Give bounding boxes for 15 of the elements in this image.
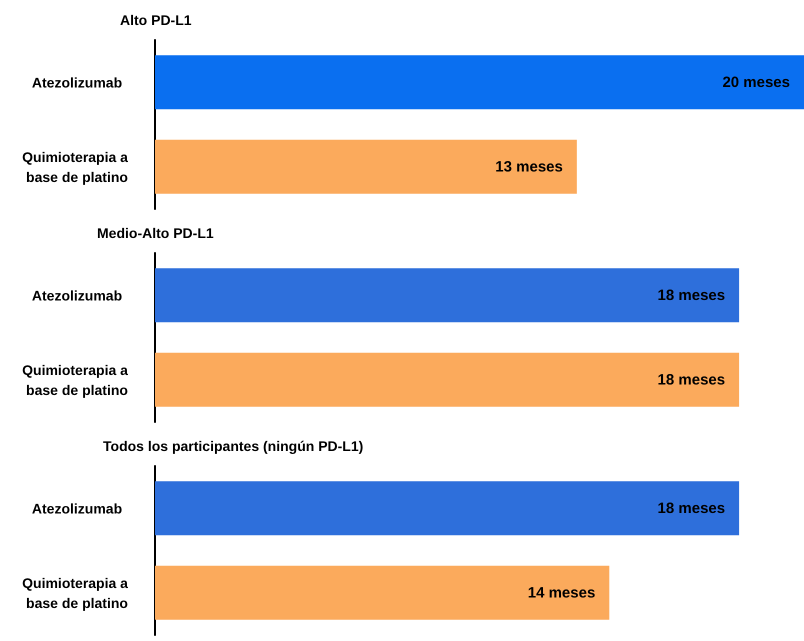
data-label: 18 meses bbox=[658, 500, 726, 517]
data-label: 20 meses bbox=[722, 74, 790, 91]
data-label: 14 meses bbox=[528, 584, 596, 602]
data-label: 13 meses bbox=[495, 158, 563, 176]
y-tick-label: Atezolizumab bbox=[32, 287, 122, 304]
y-tick-label: Quimioterapia a base de platino bbox=[22, 574, 132, 611]
chart-title: Todos los participantes (ningún PD-L1) bbox=[103, 438, 364, 454]
y-tick-label: Quimioterapia a base de platino bbox=[22, 148, 132, 185]
data-label: 18 meses bbox=[658, 371, 726, 388]
y-tick-label: Quimioterapia a base de platino bbox=[22, 362, 132, 398]
data-label: 18 meses bbox=[658, 286, 726, 304]
y-tick-label: Atezolizumab bbox=[32, 74, 122, 90]
y-tick-label: Atezolizumab bbox=[32, 500, 122, 516]
chart-title: Alto PD-L1 bbox=[120, 12, 192, 28]
chart-title: Medio-Alto PD-L1 bbox=[97, 225, 214, 241]
